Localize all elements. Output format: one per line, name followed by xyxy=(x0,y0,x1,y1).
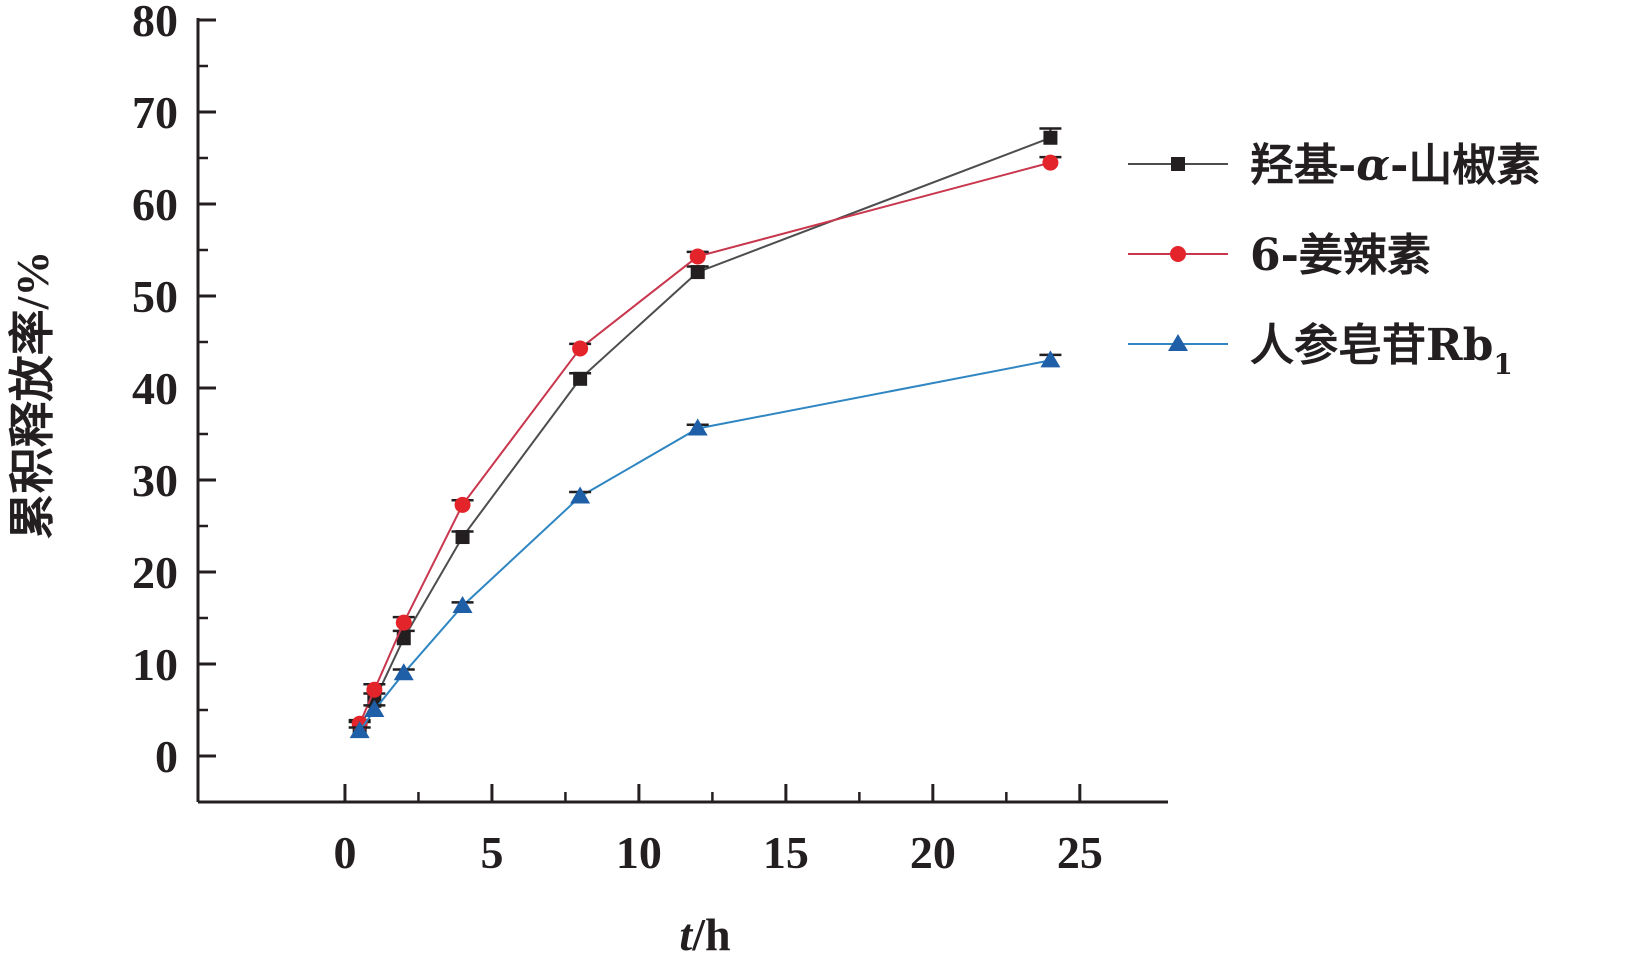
marker-circle xyxy=(395,614,412,631)
series-group xyxy=(348,127,1062,739)
y-tick-label: 60 xyxy=(132,179,178,230)
marker-square xyxy=(396,631,411,646)
x-tick-label: 20 xyxy=(910,827,956,878)
y-axis-label: 累积释放率/% xyxy=(7,251,58,540)
marker-triangle xyxy=(452,596,473,614)
y-tick-label: 0 xyxy=(155,731,178,782)
marker-square xyxy=(1171,157,1185,171)
legend-item-1: 羟基-α-山椒素 xyxy=(1128,140,1540,191)
marker-square xyxy=(455,530,470,545)
marker-square xyxy=(690,265,705,280)
marker-triangle xyxy=(364,700,385,717)
y-tick-label: 70 xyxy=(132,87,178,138)
y-tick-label: 30 xyxy=(132,455,178,506)
marker-triangle xyxy=(570,486,591,504)
y-tick-label: 40 xyxy=(132,363,178,414)
legend-label: 羟基-α-山椒素 xyxy=(1250,140,1540,191)
marker-circle xyxy=(689,248,706,265)
series-line xyxy=(358,161,1051,725)
x-tick-label: 0 xyxy=(333,827,356,878)
series-2 xyxy=(348,154,1062,732)
axes xyxy=(196,18,1168,804)
x-tick-label: 15 xyxy=(763,827,809,878)
marker-circle xyxy=(366,681,383,698)
marker-triangle xyxy=(687,418,708,436)
marker-circle xyxy=(1042,154,1059,171)
series-line xyxy=(358,359,1051,732)
series-3 xyxy=(348,350,1062,739)
marker-triangle xyxy=(393,663,414,681)
legend-item-3: 人参皂苷Rb1 xyxy=(1128,320,1513,381)
y-tick-label: 10 xyxy=(132,639,178,690)
x-tick-label: 10 xyxy=(616,827,662,878)
x-axis-label: t/h xyxy=(679,909,730,956)
marker-square xyxy=(573,371,588,386)
marker-circle xyxy=(1170,246,1186,262)
marker-triangle xyxy=(1040,350,1061,368)
marker-triangle xyxy=(1168,334,1188,351)
legend-item-2: 6-姜辣素 xyxy=(1128,230,1431,281)
x-tick-label: 5 xyxy=(480,827,503,878)
marker-triangle xyxy=(349,721,370,739)
legend-label: 6-姜辣素 xyxy=(1250,230,1431,281)
y-tick-label: 80 xyxy=(132,0,178,46)
marker-circle xyxy=(454,496,471,513)
x-tick-label: 25 xyxy=(1057,827,1103,878)
ticks: 0 10 20 30 40 50 60 70 80 0 5 10 15 20 25 xyxy=(132,0,1103,878)
marker-square xyxy=(1043,130,1058,145)
marker-circle xyxy=(572,340,589,357)
y-tick-label: 50 xyxy=(132,271,178,322)
legend-label: 人参皂苷Rb1 xyxy=(1250,320,1513,381)
y-tick-label: 20 xyxy=(132,547,178,598)
